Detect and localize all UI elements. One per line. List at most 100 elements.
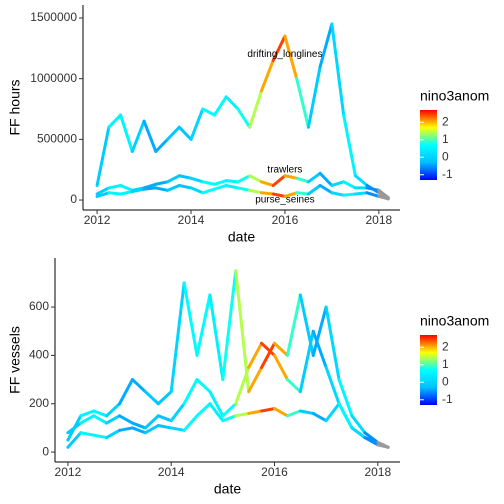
line-segment (224, 179, 240, 184)
line-segment (260, 341, 276, 369)
line-segment (248, 188, 263, 195)
line-segment (208, 293, 225, 382)
line-segment (247, 341, 264, 369)
annotation: drifting_longlines (247, 49, 322, 60)
line-segment (169, 402, 186, 423)
line-segment (260, 407, 276, 413)
line-segment (169, 281, 186, 394)
line-segment (107, 183, 123, 190)
line-segment (285, 409, 302, 418)
line-segment (142, 119, 158, 153)
colorbar-label: -1 (442, 167, 453, 181)
line-segment (271, 174, 287, 187)
line-segment (306, 183, 322, 196)
line-segment (195, 293, 212, 357)
line-segment (212, 95, 228, 117)
line-segment (330, 22, 346, 117)
line-segment (337, 378, 354, 418)
y-tick-label: 600 (29, 299, 49, 313)
line-segment (201, 180, 216, 186)
line-segment (208, 402, 225, 423)
line-segment (234, 411, 251, 418)
x-tick-label: 2018 (366, 213, 393, 227)
line-segment (272, 353, 289, 382)
line-segment (306, 171, 322, 184)
y-tick-label: 200 (29, 396, 49, 410)
line-segment (342, 180, 357, 190)
line-segment (177, 125, 193, 141)
line-segment (259, 191, 275, 196)
line-segment (208, 390, 225, 418)
x-tick-label: 2014 (178, 213, 205, 227)
line-segment (156, 390, 173, 406)
line-segment (66, 421, 83, 435)
annotation: purse_seines (255, 195, 314, 206)
colorbar (420, 335, 437, 405)
line-segment (224, 95, 240, 111)
line-segment (182, 281, 199, 357)
line-segment (272, 407, 289, 418)
line-segment (105, 402, 122, 418)
line-segment (247, 409, 264, 415)
colorbar-label: 2 (442, 114, 449, 128)
legend-title: nino3anom (420, 313, 489, 329)
y-axis-label: FF hours (7, 79, 23, 135)
x-axis-label: date (214, 481, 241, 497)
line-segment (189, 176, 205, 184)
line-segment (143, 414, 160, 430)
line-segment (118, 414, 134, 425)
line-segment (318, 22, 334, 69)
line-segment (283, 191, 299, 198)
line-segment (377, 188, 390, 200)
line-segment (119, 183, 134, 192)
line-segment (177, 174, 193, 180)
line-segment (95, 125, 111, 187)
line-segment (259, 58, 275, 93)
y-tick-label: 500000 (37, 132, 77, 146)
line-segment (318, 171, 334, 187)
line-segment (224, 183, 240, 190)
line-segment (92, 414, 109, 425)
line-segment (260, 341, 276, 357)
line-segment (271, 34, 287, 62)
x-axis-label: date (228, 229, 255, 245)
line-segment (318, 183, 334, 195)
line-segment (130, 421, 147, 430)
line-segment (105, 428, 122, 440)
line-segment (272, 341, 289, 357)
line-segment (130, 378, 147, 394)
line-segment (142, 182, 158, 190)
x-tick-label: 2016 (261, 465, 288, 479)
y-tick-label: 1000000 (30, 71, 77, 85)
line-segment (154, 186, 170, 192)
colorbar-label: 1 (442, 132, 449, 146)
line-segment (236, 107, 252, 129)
line-segment (66, 431, 83, 449)
legend-title: nino3anom (420, 88, 489, 104)
colorbar-label: 2 (442, 339, 449, 353)
line-segment (130, 119, 146, 153)
line-segment (79, 409, 96, 418)
line-segment (311, 329, 328, 369)
line-segment (234, 365, 251, 406)
line-segment (337, 402, 354, 430)
line-segment (143, 390, 160, 406)
line-segment (350, 414, 367, 435)
line-segment (92, 433, 109, 440)
colorbar-label: 0 (442, 374, 449, 388)
x-tick-label: 2014 (158, 465, 185, 479)
line-segment (324, 402, 341, 423)
line-segment (221, 414, 238, 423)
line-segment (154, 180, 170, 186)
line-segment (107, 191, 123, 196)
line-segment (306, 65, 322, 129)
line-segment (377, 194, 390, 201)
line-segment (248, 89, 263, 129)
line-segment (247, 365, 264, 394)
line-segment (311, 411, 328, 423)
line-segment (130, 426, 147, 435)
line-segment (119, 113, 134, 153)
y-tick-label: 0 (70, 192, 77, 206)
line-segment (353, 174, 369, 187)
